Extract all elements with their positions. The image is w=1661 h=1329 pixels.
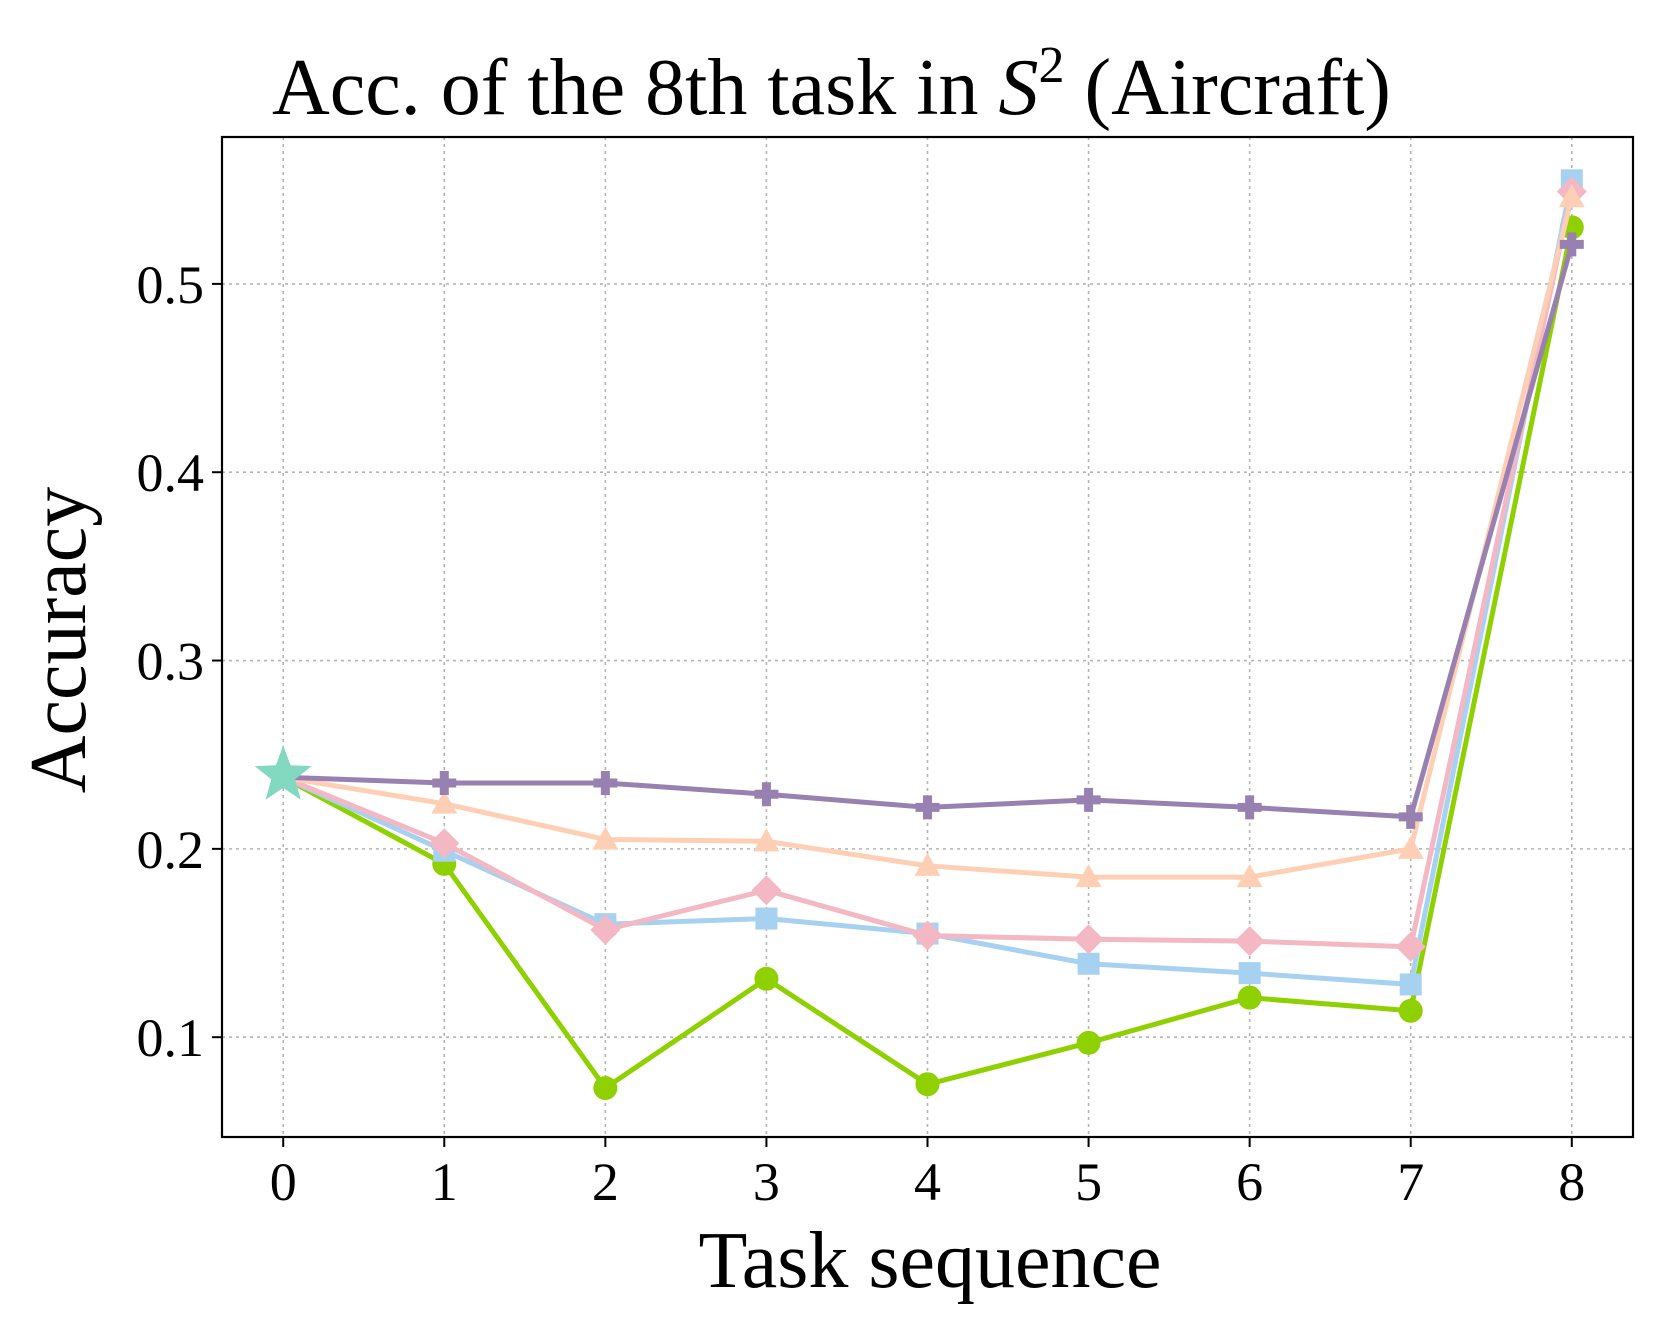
chart-title-suffix: (Aircraft) [1064,44,1390,132]
chart-title-superscript: 2 [1038,37,1064,94]
plus-marker [915,795,940,820]
circle-marker [754,966,779,991]
x-tick-label: 2 [592,1152,619,1212]
x-tick-label: 6 [1236,1152,1263,1212]
diamond-marker [1234,926,1265,957]
circle-marker [1237,985,1262,1010]
triangle-marker [1397,835,1424,859]
chart-title-symbol: S [998,44,1038,132]
triangle-marker [1558,184,1585,208]
x-axis-label: Task sequence [698,1217,1161,1305]
series-circle [282,215,1584,1101]
circle-marker [1076,1030,1101,1055]
plus-marker [1076,787,1101,812]
x-tick-label: 1 [431,1152,458,1212]
series-triangle [282,184,1585,888]
square-marker [1399,973,1422,996]
start-star-marker [254,745,312,800]
square-marker [755,907,778,930]
plot-frame [220,135,1635,1139]
circle-marker [593,1076,618,1101]
diamond-marker [912,920,943,951]
y-tick-label: 0.4 [137,443,205,503]
circle-marker [915,1072,940,1097]
triangle-marker [431,790,458,814]
triangle-marker [592,826,619,850]
x-tick-label: 0 [270,1152,297,1212]
diamond-marker [590,914,621,945]
x-tick-label: 7 [1397,1152,1424,1212]
triangle-marker [1236,864,1263,888]
square-marker [1238,962,1261,985]
x-tick-label: 5 [1075,1152,1102,1212]
axis-ticks: 0 1 2 3 4 5 6 7 8 0.1 0.2 0.3 0.4 0.5 [137,255,1586,1212]
diamond-marker [429,828,460,859]
chart-title: Acc. of the 8th task in S2 (Aircraft) [272,37,1391,132]
diamond-marker [1395,931,1426,962]
plus-marker [1398,804,1423,829]
x-tick-label: 8 [1558,1152,1585,1212]
series-group [254,169,1587,1101]
x-tick-label: 3 [753,1152,780,1212]
plus-marker [754,782,779,807]
y-tick-label: 0.2 [137,820,205,880]
square-marker [1077,952,1100,975]
series-line [282,191,1575,950]
plus-marker [1559,232,1584,257]
y-tick-label: 0.5 [137,255,205,315]
chart-title-main: Acc. of the 8th task in [272,44,998,132]
circle-marker [1398,998,1423,1023]
y-tick-label: 0.3 [137,632,205,692]
x-tick-label: 4 [914,1152,941,1212]
plus-marker [1237,795,1262,820]
triangle-marker [753,828,780,852]
triangle-marker [914,852,941,876]
y-axis-label: Accuracy [15,487,103,793]
y-tick-label: 0.1 [137,1008,205,1068]
series-plus [283,232,1584,829]
diamond-marker [1073,924,1104,955]
plus-marker [432,770,457,795]
series-diamond [282,176,1587,962]
plus-marker [593,770,618,795]
triangle-marker [1075,864,1102,888]
diamond-marker [751,875,782,906]
